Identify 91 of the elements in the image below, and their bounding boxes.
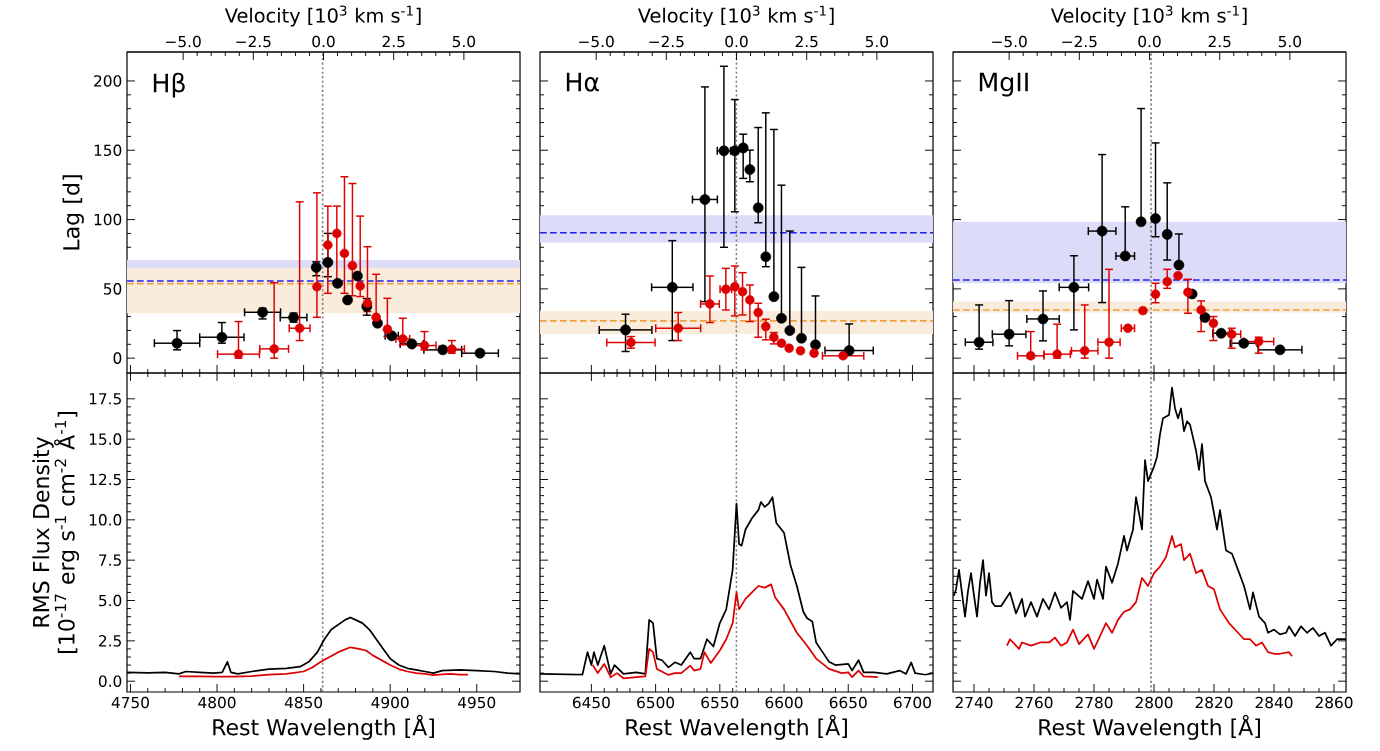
x2-tick-label: −2.5: [649, 35, 684, 48]
x2-tick-label: −5.0: [166, 35, 201, 48]
point: [768, 291, 780, 302]
point: [1138, 305, 1148, 316]
annotation: MgII: [979, 72, 1028, 97]
x2-tick-label: 0.0: [1138, 35, 1161, 48]
x-tick-label: 6450: [572, 696, 610, 709]
point: [1173, 270, 1183, 281]
point: [233, 349, 244, 359]
x2-axis-title: Velocity [10$^{3}$ km s$^{-1}$]: [224, 5, 421, 27]
y-tick-label: 10.0: [89, 514, 122, 526]
annotation: Hα: [566, 72, 599, 92]
point: [269, 344, 279, 354]
x2-tick-label: 2.5: [1208, 35, 1231, 48]
point: [447, 344, 457, 354]
point: [1068, 282, 1080, 293]
point: [1173, 259, 1185, 271]
y-tick-label: 200: [94, 75, 122, 87]
point: [216, 331, 228, 343]
x-tick-label: 2820: [1195, 696, 1233, 709]
x2-tick-label: −2.5: [1062, 35, 1097, 48]
x-axis-title: Rest Wavelength [Å]: [626, 714, 847, 740]
x-tick-label: 4750: [111, 696, 149, 709]
x-tick-label: 4900: [371, 696, 409, 709]
point: [1135, 216, 1147, 228]
point: [1003, 328, 1015, 340]
point: [666, 282, 678, 293]
x2-tick-label: 2.5: [382, 35, 405, 48]
x2-axis-title: Velocity [10$^{3}$ km s$^{-1}$]: [1050, 5, 1247, 27]
y-tick-label: 5.0: [99, 594, 122, 607]
point: [1119, 250, 1131, 262]
x-tick-label: 6700: [894, 696, 931, 709]
point: [784, 343, 794, 353]
x-tick-label: 6550: [701, 696, 739, 709]
point: [1104, 337, 1114, 347]
x2-tick-label: 0.0: [312, 35, 335, 48]
x2-tick-label: −5.0: [579, 35, 614, 48]
point: [784, 325, 796, 336]
point: [673, 323, 683, 333]
x2-tick-label: −5.0: [992, 35, 1027, 48]
point: [776, 312, 787, 324]
point: [1037, 313, 1049, 325]
x2-tick-label: −2.5: [236, 35, 271, 48]
y-tick-label: 150: [94, 144, 122, 157]
y-axis-title: Lag [d]: [62, 175, 84, 250]
point: [332, 277, 343, 289]
x-tick-label: 2860: [1315, 696, 1353, 709]
point: [620, 324, 631, 336]
point: [810, 339, 821, 351]
annotation: Hβ: [153, 72, 185, 98]
y-tick-label: 100: [94, 213, 122, 226]
y-tick-label: 50: [103, 283, 122, 295]
x-tick-label: 2780: [1075, 696, 1113, 709]
x2-tick-label: 2.5: [795, 35, 818, 48]
x-tick-label: 4950: [457, 696, 496, 709]
x-tick-label: 6500: [637, 696, 675, 709]
point: [795, 346, 806, 356]
y-tick-label: 2.5: [99, 635, 121, 647]
point: [705, 299, 715, 309]
x2-tick-label: 0.0: [725, 35, 748, 48]
x-tick-label: 2740: [955, 696, 993, 709]
point: [1199, 312, 1211, 323]
y-tick-label: 17.5: [89, 393, 121, 405]
x2-tick-label: 5.0: [865, 35, 889, 48]
point: [796, 332, 807, 344]
point: [1096, 225, 1108, 237]
point: [809, 348, 819, 358]
y-tick-label: 7.5: [99, 554, 121, 566]
x-tick-label: 2760: [1015, 696, 1053, 709]
point: [352, 270, 363, 282]
y-tick-label: 15.0: [89, 433, 122, 445]
x-axis-title: Rest Wavelength [Å]: [213, 714, 434, 740]
x2-tick-label: 5.0: [452, 35, 476, 48]
x-tick-label: 6650: [829, 696, 867, 709]
x-axis-title: Rest Wavelength [Å]: [1039, 714, 1260, 740]
x-tick-label: 6600: [765, 696, 803, 709]
point: [294, 323, 305, 333]
y-tick-label: 12.5: [89, 473, 121, 486]
point: [1052, 349, 1062, 359]
x2-axis-title: Velocity [10$^{3}$ km s$^{-1}$]: [637, 5, 834, 27]
x2-tick-label: 5.0: [1278, 35, 1302, 48]
point: [699, 194, 711, 205]
y-tick-label: 0.0: [98, 675, 122, 687]
point: [843, 345, 855, 356]
x-tick-label: 4850: [284, 696, 323, 709]
point: [1025, 351, 1036, 361]
y-tick-label: 0: [113, 352, 122, 364]
point: [776, 338, 787, 348]
x-tick-label: 4800: [198, 696, 236, 709]
x-tick-label: 2840: [1255, 696, 1293, 709]
x-tick-label: 2800: [1135, 696, 1173, 709]
